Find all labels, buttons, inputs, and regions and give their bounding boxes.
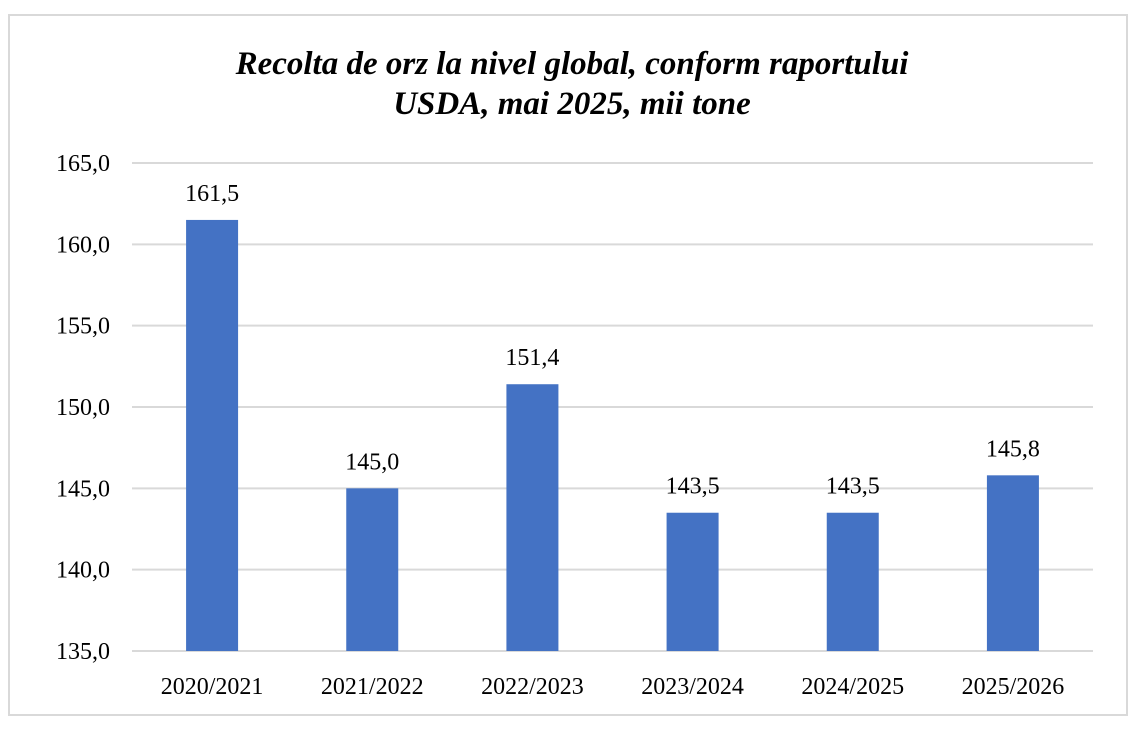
x-tick-label: 2022/2023 — [481, 674, 584, 700]
y-tick-label: 165,0 — [56, 151, 110, 177]
y-tick-label: 135,0 — [56, 639, 110, 665]
data-label: 145,8 — [986, 436, 1040, 462]
y-tick-label: 160,0 — [56, 232, 110, 258]
x-tick-label: 2024/2025 — [801, 674, 904, 700]
y-tick-label: 155,0 — [56, 314, 110, 340]
data-label: 145,0 — [345, 449, 399, 475]
chart-title-line-2: USDA, mai 2025, mii tone — [393, 86, 751, 122]
bar — [826, 512, 879, 651]
data-label: 143,5 — [666, 474, 720, 500]
chart-title: Recolta de orz la nivel global, conform … — [0, 44, 1144, 124]
data-label: 161,5 — [185, 181, 239, 207]
y-tick-label: 140,0 — [56, 558, 110, 584]
bar — [666, 512, 719, 651]
bar — [506, 384, 559, 651]
data-label: 143,5 — [826, 474, 880, 500]
bar — [986, 475, 1039, 651]
x-tick-label: 2020/2021 — [161, 674, 264, 700]
bar — [186, 219, 239, 651]
x-tick-label: 2025/2026 — [962, 674, 1065, 700]
x-tick-label: 2021/2022 — [321, 674, 424, 700]
data-label: 151,4 — [505, 345, 559, 371]
y-tick-label: 145,0 — [56, 476, 110, 502]
x-tick-label: 2023/2024 — [641, 674, 744, 700]
y-tick-label: 150,0 — [56, 395, 110, 421]
bar — [346, 488, 399, 651]
chart-title-line-1: Recolta de orz la nivel global, conform … — [235, 46, 909, 82]
